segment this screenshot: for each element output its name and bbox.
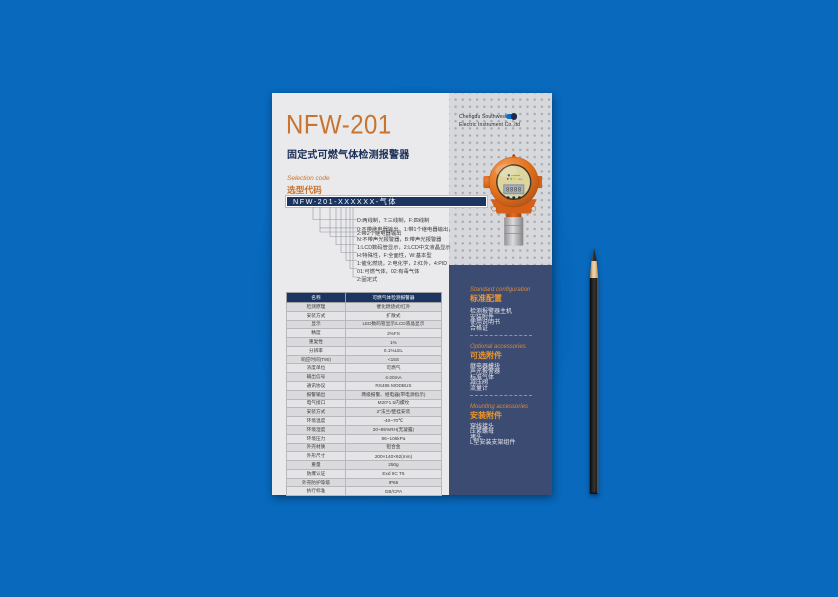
svg-text:%LEL: %LEL [518,179,523,181]
svg-text:8888: 8888 [506,187,522,194]
